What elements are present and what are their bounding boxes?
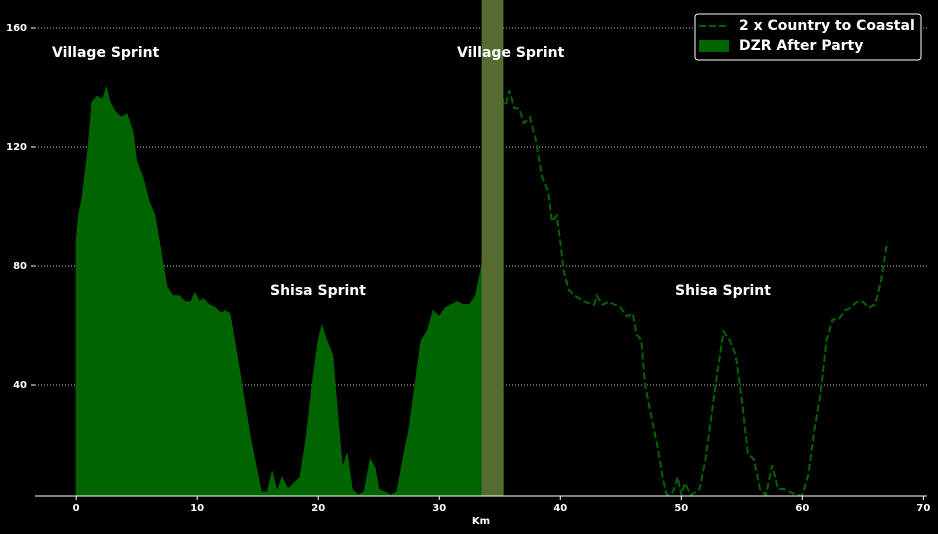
x-tick-label: 50 xyxy=(674,503,688,514)
area xyxy=(75,85,504,497)
x-tick-label: 0 xyxy=(73,503,80,514)
y-tick-label: 160 xyxy=(6,23,27,34)
y-tick-label: 80 xyxy=(13,261,27,272)
legend-frame xyxy=(694,13,922,61)
legend: 2 x Country to Coastal DZR After Party xyxy=(694,13,922,61)
annotation: Shisa Sprint xyxy=(675,283,771,299)
annotation: Village Sprint xyxy=(457,45,565,61)
x-tick-label: 20 xyxy=(311,503,325,514)
x-tick-label: 10 xyxy=(190,503,204,514)
legend-label: 2 x Country to Coastal xyxy=(739,18,915,34)
x-tick-label: 70 xyxy=(916,503,930,514)
x-axis-label: Km xyxy=(472,516,490,527)
annotation: Village Sprint xyxy=(52,45,160,61)
y-tick-label: 40 xyxy=(13,380,27,391)
x-tick-label: 60 xyxy=(795,503,809,514)
y-tick-label: 120 xyxy=(6,142,27,153)
x-tick-label: 40 xyxy=(553,503,567,514)
annotation: Shisa Sprint xyxy=(270,283,366,299)
legend-swatch xyxy=(699,40,729,52)
line xyxy=(499,90,889,498)
highlight-span xyxy=(481,0,504,496)
x-tick-label: 30 xyxy=(432,503,446,514)
legend-label: DZR After Party xyxy=(739,38,863,54)
